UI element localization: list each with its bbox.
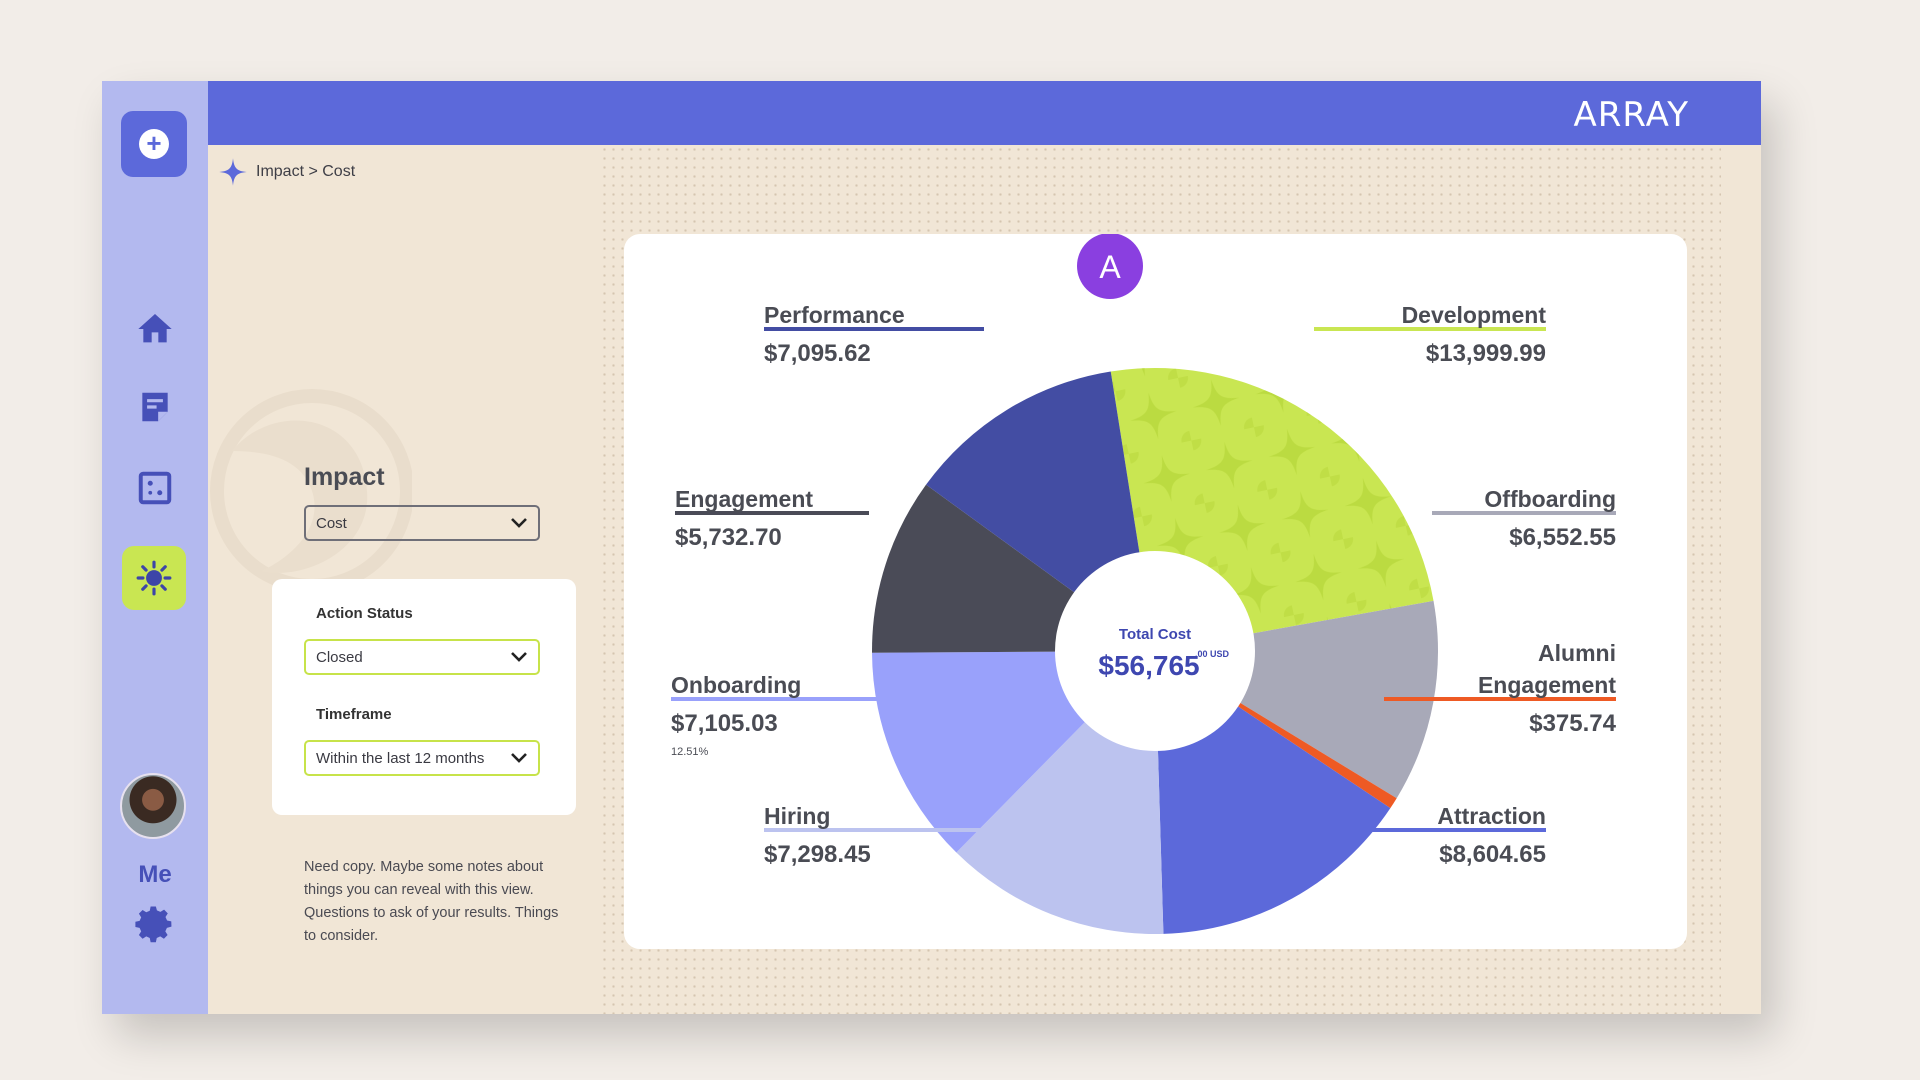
slice-value-performance: $7,095.62 — [764, 340, 871, 367]
slice-name-performance: Performance — [764, 302, 905, 328]
slice-value-alumni-engagement: $375.74 — [1529, 710, 1616, 737]
slice-value-development: $13,999.99 — [1426, 340, 1546, 367]
slice-value-hiring: $7,298.45 — [764, 841, 871, 868]
notes-icon[interactable] — [132, 384, 178, 430]
add-button[interactable]: + — [121, 111, 187, 177]
slice-value-onboarding: $7,105.03 — [671, 710, 778, 737]
marker-letter: A — [1099, 249, 1121, 285]
slice-value-offboarding: $6,552.55 — [1509, 524, 1616, 551]
gear-icon[interactable] — [134, 903, 176, 945]
impact-title: Impact — [304, 463, 385, 491]
total-cost-value: $56,765 — [1098, 650, 1199, 681]
slice-name-alumni-engagement-line2: Engagement — [1478, 672, 1616, 698]
top-bar: ARRAY — [208, 81, 1761, 145]
action-status-label: Action Status — [316, 605, 413, 622]
pie-chart: Total Cost $56,765.00 USD Development $13,9… — [671, 234, 1617, 934]
decorative-emblem-icon — [210, 389, 412, 593]
home-icon[interactable] — [132, 306, 178, 352]
total-cost-suffix: .00 USD — [1195, 649, 1230, 659]
user-avatar[interactable] — [120, 773, 186, 839]
slice-name-hiring: Hiring — [764, 803, 830, 829]
slice-name-onboarding: Onboarding — [671, 672, 801, 698]
total-cost-label: Total Cost — [1119, 626, 1191, 643]
breadcrumb: Impact > Cost — [218, 157, 355, 187]
me-label[interactable]: Me — [138, 861, 172, 888]
slice-name-attraction: Attraction — [1437, 803, 1546, 829]
board-icon[interactable] — [132, 465, 178, 511]
marker-circle — [1077, 234, 1143, 299]
marker-bubble[interactable]: A — [1068, 234, 1152, 308]
slice-name-alumni-engagement-line1: Alumni — [1538, 640, 1616, 666]
impact-select[interactable]: Cost — [304, 505, 540, 541]
sun-icon[interactable] — [122, 546, 186, 610]
donut-center — [1055, 551, 1255, 751]
app-window: + Me ARRAY Impact > Cost Impact Cost — [102, 81, 1761, 1014]
action-status-select[interactable]: Closed — [304, 639, 540, 675]
chevron-down-icon — [511, 518, 527, 528]
chevron-down-icon — [511, 753, 527, 763]
timeframe-value: Within the last 12 months — [316, 749, 485, 767]
add-icon: + — [139, 129, 169, 159]
slice-name-offboarding: Offboarding — [1484, 486, 1616, 512]
slice-name-development: Development — [1402, 302, 1547, 328]
slice-value-attraction: $8,604.65 — [1439, 841, 1546, 868]
breadcrumb-text[interactable]: Impact > Cost — [256, 163, 356, 180]
timeframe-label: Timeframe — [316, 706, 392, 723]
chart-card: Total Cost $56,765.00 USD Development $13,9… — [624, 234, 1687, 949]
timeframe-select[interactable]: Within the last 12 months — [304, 740, 540, 776]
slice-name-engagement: Engagement — [675, 486, 813, 512]
sparkle-icon — [219, 158, 247, 186]
action-status-value: Closed — [316, 648, 363, 666]
slice-value-engagement: $5,732.70 — [675, 524, 782, 551]
sidebar-rail: + Me — [102, 81, 208, 1014]
filters-card: Action Status Timeframe — [272, 579, 576, 815]
chevron-down-icon — [511, 652, 527, 662]
impact-select-value: Cost — [316, 514, 347, 532]
slice-percent-onboarding: 12.51% — [671, 746, 709, 758]
notes-text: Need copy. Maybe some notes about things… — [304, 859, 559, 944]
brand-logo: ARRAY — [1573, 95, 1689, 135]
